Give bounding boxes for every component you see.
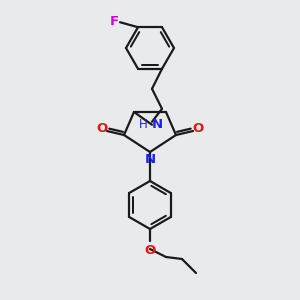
Text: O: O <box>144 244 156 257</box>
Text: H: H <box>139 118 148 131</box>
Text: N: N <box>144 153 156 166</box>
Text: O: O <box>96 122 108 136</box>
Text: N: N <box>152 118 163 131</box>
Text: O: O <box>192 122 204 136</box>
Text: F: F <box>110 15 118 28</box>
